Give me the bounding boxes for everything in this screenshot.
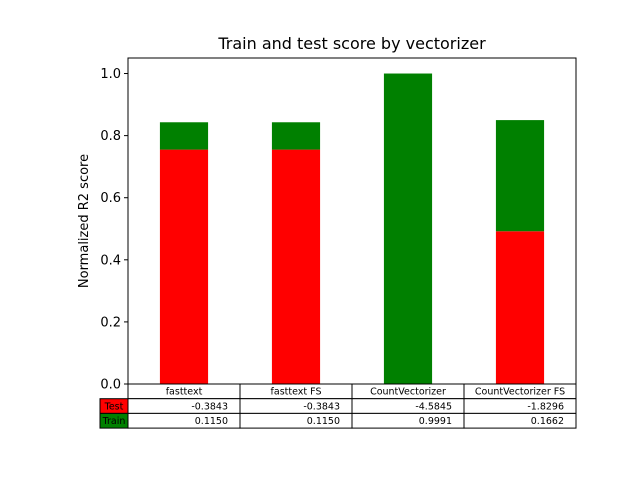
table-row-label: Test (104, 401, 124, 412)
y-tick-label: 0.2 (100, 315, 121, 330)
y-tick-label: 0.8 (100, 129, 121, 144)
bar-train-1 (159, 122, 209, 150)
table-header-label: fasttext (166, 387, 203, 398)
bar-test-1 (159, 149, 209, 384)
data-table: fasttext fasttext FS CountVectorizer CountV… (99, 383, 577, 429)
y-tick-label: 0.0 (100, 378, 121, 393)
bar-train-4 (495, 120, 545, 232)
table-cell (463, 412, 577, 429)
table-header-label: fasttext FS (271, 387, 322, 398)
table-cell-value: -1.8296 (527, 401, 564, 412)
table-cell-value: 0.1150 (307, 416, 340, 427)
table-cell-value: -0.3843 (191, 401, 228, 412)
bars-group (159, 73, 545, 385)
y-tick-label: 1.0 (100, 67, 121, 82)
table-cell-value: 0.9991 (419, 416, 452, 427)
chart-title: Train and test score by vectorizer (217, 34, 486, 53)
bar-train-2 (271, 122, 321, 150)
y-axis: 0.0 0.2 0.4 0.6 0.8 1.0 (100, 67, 128, 393)
y-axis-label: Normalized R2 score (77, 154, 92, 288)
table-header-label: CountVectorizer (370, 387, 446, 398)
table-cell-value: -4.5845 (415, 401, 452, 412)
y-tick-label: 0.6 (100, 191, 121, 206)
bar-test-2 (271, 149, 321, 384)
table-header-label: CountVectorizer FS (475, 387, 565, 398)
table-cell-value: 0.1662 (531, 416, 564, 427)
y-tick-label: 0.4 (100, 253, 121, 268)
table-row-label: Train (102, 416, 126, 427)
bar-test-4 (495, 231, 545, 384)
table-cell-value: 0.1150 (195, 416, 228, 427)
bar-train-3 (383, 73, 433, 385)
table-cell-value: -0.3843 (303, 401, 340, 412)
